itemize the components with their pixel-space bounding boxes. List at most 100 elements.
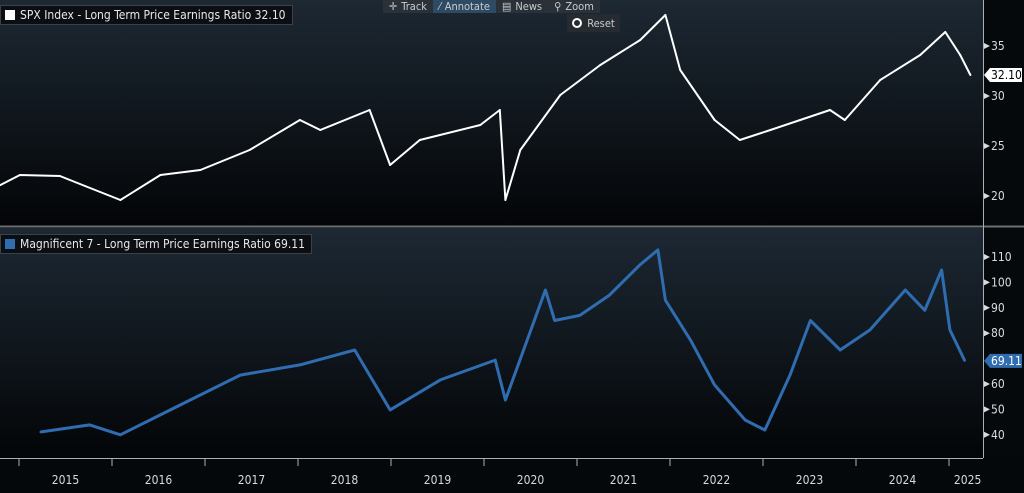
magnifier-icon: ⚲ xyxy=(554,0,562,13)
spx-data-point xyxy=(298,119,301,121)
mag7-data-point xyxy=(544,289,547,292)
x-tick-label: 2022 xyxy=(703,473,730,487)
spx-data-point xyxy=(248,149,251,151)
mag7-data-point xyxy=(868,328,871,331)
spx-data-point xyxy=(738,139,741,141)
y-tick-label: 20 xyxy=(991,189,1005,203)
y-tick-mark xyxy=(984,43,990,49)
reset-button[interactable]: Reset xyxy=(567,14,620,32)
xaxis-bg xyxy=(0,458,1024,493)
mag7-data-point xyxy=(809,319,812,322)
spx-data-point xyxy=(679,69,682,71)
mag7-data-point xyxy=(923,309,926,312)
y-tick-mark xyxy=(984,381,990,387)
spx-legend-label: SPX Index - Long Term Price Earnings Rat… xyxy=(20,8,286,22)
spx-data-point xyxy=(919,54,922,56)
mag7-data-point xyxy=(178,404,181,407)
spx-data-point xyxy=(319,129,322,131)
bottom-panel-bg xyxy=(0,228,983,458)
spx-data-point xyxy=(639,39,642,41)
spx-data-point xyxy=(519,149,522,151)
spx-data-point xyxy=(418,139,421,141)
y-tick-label: 40 xyxy=(991,428,1005,442)
spx-data-point xyxy=(498,109,501,111)
spx-data-point xyxy=(199,169,202,171)
y-tick-mark xyxy=(984,431,990,438)
mag7-legend-label: Magnificent 7 - Long Term Price Earnings… xyxy=(20,237,306,251)
x-tick-label: 2025 xyxy=(954,473,981,487)
y-tick-label: 50 xyxy=(991,402,1005,416)
spx-data-point xyxy=(84,185,87,187)
y-tick-label: 25 xyxy=(991,139,1005,153)
mag7-data-point xyxy=(353,348,356,351)
track-button[interactable]: ✛ Track xyxy=(383,0,433,13)
spx-data-point xyxy=(713,119,716,121)
mag7-swatch xyxy=(5,239,15,249)
spx-data-point xyxy=(959,54,962,56)
chart-toolbar: ✛ Track ⁄ Annotate ▤ News ⚲ Zoom xyxy=(383,0,600,13)
mag7-data-point xyxy=(578,314,581,317)
mag7-data-point xyxy=(88,423,91,426)
mag7-last-value-badge xyxy=(984,353,1022,368)
spx-legend[interactable]: SPX Index - Long Term Price Earnings Rat… xyxy=(0,5,293,25)
annotate-button[interactable]: ⁄ Annotate xyxy=(433,0,496,13)
mag7-data-point xyxy=(839,348,842,351)
spx-swatch xyxy=(5,10,15,20)
x-tick-label: 2017 xyxy=(238,473,265,487)
spx-data-point xyxy=(599,64,602,66)
y-tick-label: 60 xyxy=(991,377,1005,391)
mag7-data-point xyxy=(639,263,642,266)
mag7-data-point xyxy=(664,299,667,302)
y-tick-mark xyxy=(984,193,990,199)
mag7-data-point xyxy=(744,419,747,422)
x-tick-label: 2024 xyxy=(889,473,917,487)
mag7-data-point xyxy=(119,433,122,436)
y-tick-mark xyxy=(984,254,990,260)
mag7-data-point xyxy=(494,359,497,362)
y-tick-label: 110 xyxy=(991,250,1012,264)
mag7-data-point xyxy=(763,428,766,431)
spx-data-point xyxy=(159,174,162,176)
pencil-icon: ⁄ xyxy=(439,0,441,13)
spx-data-point xyxy=(504,199,507,201)
mag7-data-point xyxy=(904,289,907,292)
y-tick-mark xyxy=(984,93,990,99)
reset-label: Reset xyxy=(587,16,615,30)
spx-data-point xyxy=(58,175,61,177)
x-tick-label: 2019 xyxy=(424,473,452,487)
mag7-last-value-label: 69.11 xyxy=(991,354,1022,368)
spx-data-point xyxy=(969,74,972,76)
spx-data-point xyxy=(799,119,802,121)
zoom-button[interactable]: ⚲ Zoom xyxy=(548,0,600,13)
spx-data-point xyxy=(559,94,562,96)
spx-data-point xyxy=(479,124,482,126)
spx-data-point xyxy=(119,199,122,201)
x-tick-label: 2021 xyxy=(610,473,637,487)
news-button[interactable]: ▤ News xyxy=(496,0,548,13)
spx-data-point xyxy=(843,119,846,121)
crosshair-icon: ✛ xyxy=(389,0,398,13)
annotate-label: Annotate xyxy=(444,0,490,13)
spx-data-point xyxy=(828,109,831,111)
mag7-data-point xyxy=(298,363,301,366)
y-tick-mark xyxy=(984,304,990,311)
mag7-data-point xyxy=(608,294,611,297)
y-tick-label: 35 xyxy=(991,39,1005,53)
x-tick-label: 2018 xyxy=(331,473,359,487)
track-label: Track xyxy=(401,0,428,13)
mag7-data-point xyxy=(504,399,507,402)
reset-icon xyxy=(572,18,583,28)
x-tick-label: 2023 xyxy=(796,473,823,487)
spx-data-point xyxy=(944,31,947,33)
mag7-legend[interactable]: Magnificent 7 - Long Term Price Earnings… xyxy=(0,234,313,254)
mag7-data-point xyxy=(788,374,791,377)
spx-data-point xyxy=(664,14,667,16)
y-tick-label: 90 xyxy=(991,301,1005,315)
top-panel-bg xyxy=(0,0,983,225)
mag7-data-point xyxy=(940,268,943,271)
spx-data-point xyxy=(18,174,21,176)
mag7-data-point xyxy=(39,431,42,434)
spx-last-value-badge xyxy=(984,68,1022,82)
mag7-data-point xyxy=(239,374,242,377)
